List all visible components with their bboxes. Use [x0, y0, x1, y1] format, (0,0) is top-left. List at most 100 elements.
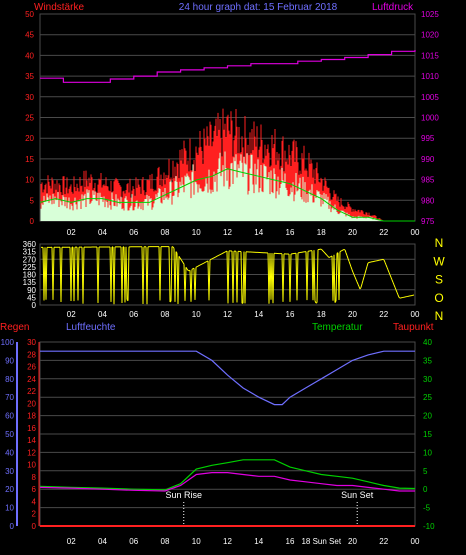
direction-segment [210, 258, 213, 260]
pressure-tick-label: 1015 [421, 51, 439, 60]
time-tick-label: 14 [254, 310, 263, 319]
direction-segment [218, 254, 221, 256]
direction-segment [185, 267, 188, 270]
direction-segment [170, 246, 173, 302]
time-tick-label: 22 [379, 310, 388, 319]
rain-tick-label: 80 [5, 375, 14, 384]
direction-segment [240, 251, 243, 304]
direction-segment [110, 246, 113, 302]
direction-segment [77, 247, 80, 301]
time-tick-label: 10 [192, 537, 201, 546]
direction-segment [342, 249, 345, 251]
direction-segment [146, 246, 149, 305]
direction-segment [200, 263, 203, 266]
time-tick-label: 22 [379, 537, 388, 546]
wind-axis-title: Windstärke [34, 2, 84, 13]
direction-segment [364, 269, 367, 274]
temperature-tick-label: 30 [423, 375, 432, 384]
pressure-tick-label: 1005 [421, 93, 439, 102]
direction-tick-label: 45 [27, 293, 36, 302]
temperature-tick-label: 20 [423, 412, 432, 421]
temperature-axis-title: Temperatur [312, 322, 363, 333]
dewpoint-line [39, 472, 415, 492]
time-tick-label: 18 [317, 228, 326, 237]
time-tick-label: 02 [67, 228, 76, 237]
direction-segment [215, 255, 218, 258]
direction-segment [216, 255, 219, 257]
rain-tick-label: 30 [5, 467, 14, 476]
direction-segment [211, 257, 214, 260]
direction-segment [341, 249, 344, 251]
direction-segment [345, 252, 348, 256]
time-tick-label: 04 [98, 228, 107, 237]
temperature-tick-label: -10 [423, 522, 435, 531]
direction-tick-label: 180 [23, 271, 37, 280]
humidity-tick-label: 2 [32, 510, 37, 519]
time-tick-label: 22 [379, 228, 388, 237]
direction-segment [289, 253, 292, 302]
wind-tick-label: 15 [25, 155, 34, 164]
wind-tick-label: 0 [30, 217, 35, 226]
direction-tick-label: 315 [23, 248, 37, 257]
direction-segment [201, 263, 204, 265]
direction-segment [227, 250, 230, 304]
time-tick-label: 12 [223, 310, 232, 319]
direction-segment [190, 269, 193, 302]
direction-segment [174, 251, 177, 302]
direction-segment [338, 251, 341, 300]
direction-segment [363, 273, 366, 278]
time-tick-label: 18 Sun Set [301, 537, 341, 546]
time-tick-label: 06 [129, 537, 138, 546]
direction-segment [197, 265, 200, 267]
direction-segment [236, 251, 239, 303]
direction-segment [359, 287, 362, 290]
rain-tick-label: 10 [5, 504, 14, 513]
chart-title: 24 hour graph dat: 15 Februar 2018 [179, 2, 338, 13]
direction-segment [316, 249, 319, 303]
pressure-axis-title: Luftdruck [372, 2, 414, 13]
direction-tick-label: 225 [23, 263, 37, 272]
direction-segment [339, 250, 342, 253]
time-tick-label: 00 [411, 537, 420, 546]
time-tick-label: 10 [192, 228, 201, 237]
direction-segment [220, 253, 223, 255]
direction-segment [217, 254, 220, 257]
pressure-line [40, 50, 416, 83]
direction-segment [213, 256, 216, 259]
rain-tick-label: 60 [5, 412, 14, 421]
direction-segment [387, 269, 390, 273]
temperature-tick-label: -5 [423, 504, 431, 513]
direction-segment [159, 246, 162, 301]
direction-segment [367, 262, 370, 264]
direction-segment [362, 276, 365, 281]
direction-segment [82, 247, 85, 304]
direction-segment [365, 266, 368, 271]
direction-segment [390, 277, 393, 281]
temperature-tick-label: 0 [423, 485, 428, 494]
direction-segment [184, 267, 187, 301]
time-tick-label: 16 [286, 310, 295, 319]
pressure-tick-label: 985 [421, 176, 435, 185]
direction-segment [354, 276, 357, 280]
wind-tick-label: 10 [25, 176, 34, 185]
direction-segment [186, 268, 189, 271]
direction-segment [196, 265, 199, 268]
pressure-tick-label: 975 [421, 217, 435, 226]
direction-segment [324, 252, 327, 255]
direction-segment [326, 254, 329, 257]
temperature-tick-label: 40 [423, 338, 432, 347]
direction-segment [398, 296, 401, 299]
direction-segment [321, 249, 324, 252]
wind-tick-label: 45 [25, 31, 34, 40]
direction-segment [314, 300, 317, 304]
direction-segment [178, 256, 181, 259]
dewpoint-axis-title: Taupunkt [393, 322, 434, 333]
time-tick-label: 12 [223, 537, 232, 546]
rain-tick-label: 100 [1, 338, 15, 347]
wind-tick-label: 20 [25, 134, 34, 143]
direction-segment [282, 253, 285, 302]
direction-segment [383, 259, 386, 263]
direction-segment [388, 272, 391, 276]
wind-tick-label: 35 [25, 72, 34, 81]
